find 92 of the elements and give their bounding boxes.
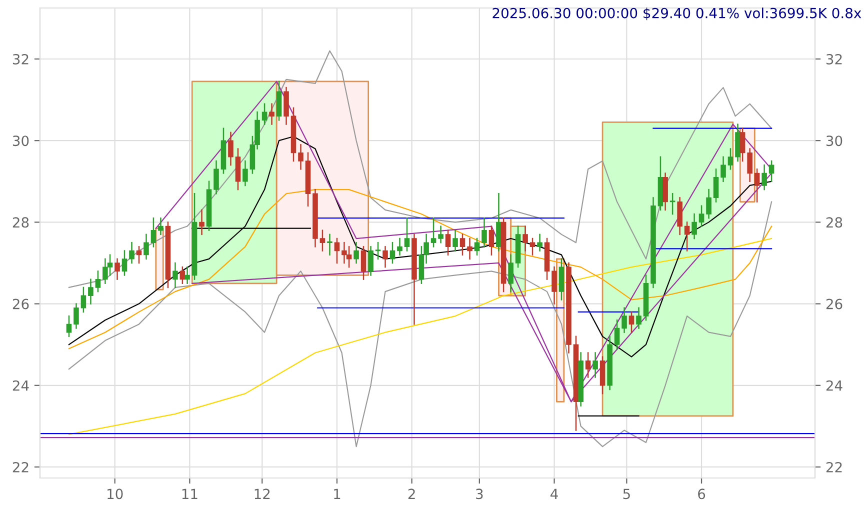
candlestick <box>684 222 690 252</box>
candlestick <box>150 217 156 248</box>
y2-tick-label: 24 <box>826 380 842 391</box>
candlestick <box>144 234 149 260</box>
candlestick <box>375 242 381 260</box>
y2-tick-label: 32 <box>826 54 842 64</box>
line-series <box>68 238 772 435</box>
x-tick-label: 2 <box>408 488 415 499</box>
y-tick-label: 26 <box>12 298 29 310</box>
candlestick <box>382 246 388 268</box>
candlestick <box>552 266 557 304</box>
candlestick <box>390 242 396 264</box>
candlestick <box>706 188 712 219</box>
candlestick <box>242 160 248 186</box>
candlestick <box>430 217 436 248</box>
candlestick <box>698 205 704 227</box>
candlestick <box>74 303 79 329</box>
x-tick-label: 10 <box>108 488 123 500</box>
candlestick <box>80 286 86 313</box>
candlestick <box>622 307 627 333</box>
candlestick <box>172 262 178 288</box>
candlestick <box>262 103 268 125</box>
line-series <box>68 189 772 350</box>
candlestick <box>298 144 304 170</box>
y-tick-label: 24 <box>12 380 29 391</box>
candlestick <box>327 234 332 256</box>
candlestick <box>184 266 190 284</box>
y-tick-label: 30 <box>12 136 29 146</box>
candlestick <box>445 230 451 256</box>
candlestick <box>136 246 142 264</box>
candlestick <box>467 238 472 260</box>
candlestick <box>768 160 774 182</box>
candlestick <box>747 148 752 182</box>
candlestick <box>320 230 326 252</box>
candlestick <box>360 246 366 280</box>
line-series <box>68 50 772 288</box>
candlestick <box>508 254 514 292</box>
candlestick <box>397 238 402 256</box>
x-tick-label: 6 <box>698 488 706 500</box>
candlestick <box>334 238 340 264</box>
y2-tick-label: 30 <box>826 136 842 146</box>
chart-title: 2025.06.30 00:00:00 $29.40 0.41% vol:3699.5K 0.8x <box>492 8 862 20</box>
y-tick-label: 28 <box>12 217 29 228</box>
candlestick <box>122 250 128 276</box>
candlestick <box>740 128 746 162</box>
x-tick-label: 12 <box>254 488 270 499</box>
candlestick <box>95 270 101 292</box>
candlestick <box>636 307 642 329</box>
candlestick <box>114 258 120 280</box>
y-tick-label: 22 <box>12 462 28 472</box>
candlestick <box>354 242 359 264</box>
y2-tick-label: 26 <box>826 298 842 310</box>
x-tick-label: 4 <box>550 488 558 499</box>
y2-tick-label: 28 <box>826 217 842 228</box>
candlestick <box>522 226 528 252</box>
candlestick <box>460 234 466 256</box>
candlestick <box>158 217 164 236</box>
candlestick <box>129 242 134 264</box>
candlestick <box>537 234 542 252</box>
y2-tick-label: 22 <box>826 462 842 472</box>
line-series <box>68 136 772 358</box>
candlestick <box>488 226 494 256</box>
x-tick-label: 11 <box>182 488 198 499</box>
candlestick <box>628 311 634 333</box>
candlestick <box>88 278 94 304</box>
candlestick <box>214 160 219 194</box>
candlestick <box>438 226 444 244</box>
candlestick <box>269 103 274 125</box>
line-series <box>68 201 772 448</box>
candlestick <box>614 319 620 350</box>
candlestick <box>482 217 487 248</box>
candlestick <box>452 230 458 252</box>
candlestick <box>66 315 72 338</box>
candlestick <box>474 238 480 256</box>
candlestick <box>754 168 760 202</box>
candlestick <box>199 209 204 236</box>
candlestick <box>228 132 234 166</box>
x-tick-label: 5 <box>623 488 630 500</box>
candlestick <box>404 217 410 252</box>
candlestick <box>713 168 719 202</box>
candlestick <box>720 156 726 182</box>
candlestick <box>762 164 767 190</box>
x-tick-label: 3 <box>476 488 483 500</box>
candlestick <box>368 246 374 276</box>
candlestick <box>692 213 697 240</box>
candlestick <box>670 193 676 215</box>
x-tick-label: 1 <box>334 488 340 499</box>
candlestick <box>585 352 591 378</box>
y-tick-label: 32 <box>12 54 28 64</box>
candlestick <box>530 238 536 256</box>
candlestick <box>592 352 598 378</box>
candlestick <box>728 148 734 170</box>
